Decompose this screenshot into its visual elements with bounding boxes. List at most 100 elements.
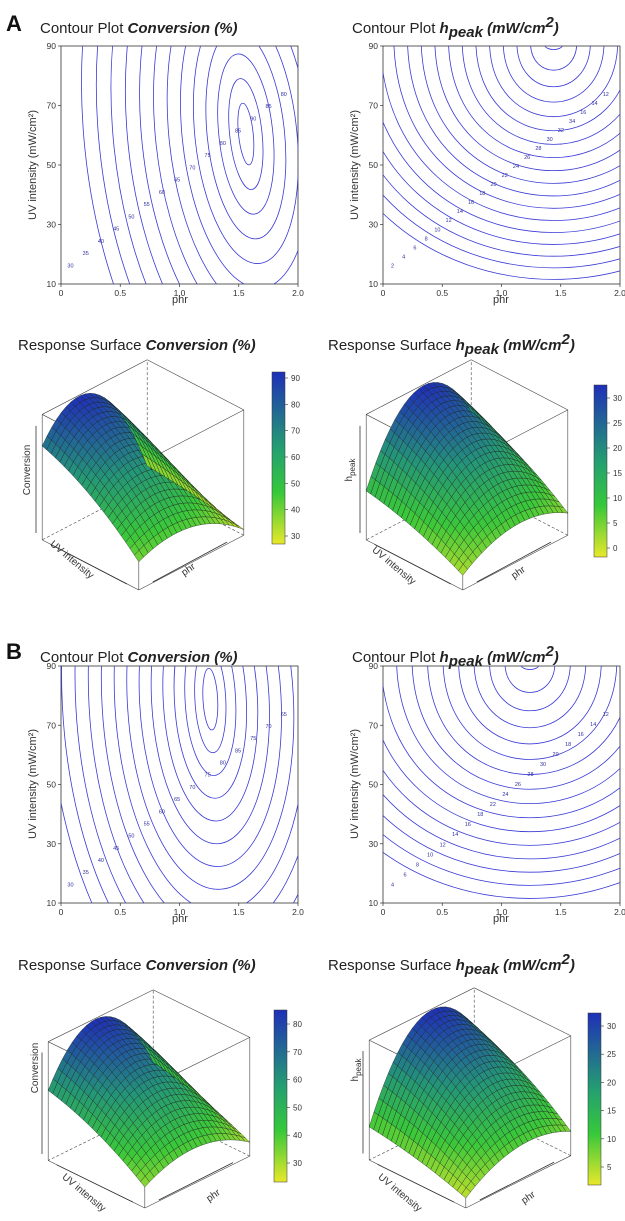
- contour-level-label: 16: [578, 732, 584, 738]
- contour-level-label: 35: [83, 251, 89, 257]
- contour-level-label: 12: [446, 218, 452, 224]
- box-edge: [369, 1107, 475, 1161]
- plot-title: Contour Plot hpeak (mW/cm2): [352, 643, 559, 670]
- contour-level-label: 40: [98, 239, 104, 245]
- contour-level-label: 34: [569, 119, 575, 125]
- x-tick-label: 1.0: [174, 907, 186, 917]
- x-tick-label: 1.0: [174, 288, 186, 298]
- contour-lines: 30 35 40 45 50 55 60 65 70 75 80 85 75 70 65: [61, 666, 298, 903]
- box-edge: [366, 359, 472, 415]
- contour-line: [95, 46, 298, 284]
- contour-line: [407, 46, 620, 197]
- colorbar-tick-label: 60: [291, 453, 300, 462]
- x-tick-label: 1.5: [555, 907, 567, 917]
- response-surface: [362, 987, 572, 1209]
- contour-line: [184, 666, 237, 776]
- panel-letter-a: A: [6, 11, 22, 36]
- box-edge: [369, 987, 475, 1041]
- response-surface: [41, 989, 251, 1209]
- y-tick-label: 70: [369, 720, 379, 730]
- colorbar-tick-label: 25: [613, 419, 622, 428]
- contour-line: [110, 46, 298, 284]
- contour-line: [383, 793, 620, 860]
- contour-level-label: 20: [490, 182, 496, 188]
- axis-arrow: [377, 1164, 454, 1203]
- contour-lines: 30 35 40 45 50 55 60 65 70 75 80 85 90 85 80: [67, 46, 298, 284]
- surface-cell: [466, 403, 476, 415]
- plot-title: Response Surface Conversion (%): [18, 337, 256, 354]
- contour-level-label: 6: [413, 245, 416, 251]
- contour-level-label: 14: [591, 101, 597, 107]
- colorbar-ticks: 30 25 20 15 10 5 0: [607, 394, 622, 553]
- x-tick-label: 0: [59, 288, 64, 298]
- contour-level-label: 45: [113, 846, 119, 852]
- box-edge: [147, 359, 244, 411]
- contour-level-label: 90: [250, 116, 256, 122]
- panel-b-surface-hpeak: Response Surface hpeak (mW/cm2) hpeak UV…: [328, 951, 616, 1214]
- contour-level-label: 30: [547, 137, 553, 143]
- plot-title: Response Surface hpeak (mW/cm2): [328, 331, 575, 358]
- contour-level-label: 14: [452, 832, 458, 838]
- axis-arrow: [56, 1164, 133, 1203]
- x-tick-label: 1.5: [233, 907, 245, 917]
- contour-level-label: 70: [265, 724, 271, 730]
- panel-letter-b: B: [6, 639, 22, 664]
- panel-a-contour-hpeak: Contour Plot hpeak (mW/cm2) 246810121416…: [349, 14, 625, 306]
- colorbar-tick-label: 70: [291, 427, 300, 436]
- colorbar-ticks: 90 80 70 60 50 40 30: [285, 374, 300, 541]
- contour-level-label: 4: [402, 254, 405, 260]
- contour-line: [502, 46, 605, 103]
- y-tick-label: 50: [369, 160, 379, 170]
- colorbar-tick-label: 10: [607, 1135, 616, 1144]
- contour-level-label: 6: [403, 872, 406, 878]
- y-tick-label: 30: [369, 220, 379, 230]
- contour-level-label: 85: [235, 748, 241, 754]
- x-tick-label: 0: [59, 907, 64, 917]
- colorbar-tick-label: 30: [607, 1022, 616, 1031]
- colorbar-tick-label: 40: [293, 1131, 302, 1140]
- colorbar-tick-label: 40: [291, 506, 300, 515]
- contour-level-label: 55: [144, 202, 150, 208]
- colorbar-ticks: 80 70 60 50 40 30: [287, 1020, 302, 1168]
- contour-level-label: 16: [465, 822, 471, 828]
- contour-level-label: 14: [457, 209, 463, 215]
- x-tick-label: 2.0: [292, 288, 304, 298]
- z-axis-label: Conversion: [22, 445, 33, 496]
- y-axis-label: UV intensity (mW/cm²): [27, 110, 39, 220]
- contour-level-label: 18: [565, 742, 571, 748]
- box-edge: [138, 535, 244, 591]
- y-tick-label: 50: [47, 780, 57, 790]
- y-tick-label: 10: [369, 279, 379, 289]
- y-axis-label: UV intensity (mW/cm²): [349, 729, 361, 839]
- contour-line: [124, 46, 298, 284]
- contour-level-label: 12: [603, 92, 609, 98]
- contour-line: [489, 46, 618, 118]
- y-axis-label: UV intensity (mW/cm²): [27, 729, 39, 839]
- contour-level-label: 18: [477, 812, 483, 818]
- surface-cell: [142, 453, 152, 470]
- x-axis-label: phr: [519, 1189, 538, 1207]
- contour-line: [475, 46, 620, 132]
- contour-line: [530, 46, 577, 71]
- panel-a-contour-conversion: Contour Plot Conversion (%) 30 35 40 45 50 55…: [27, 20, 304, 306]
- contour-line: [237, 102, 255, 166]
- contour-level-label: 65: [174, 797, 180, 803]
- contour-line: [544, 46, 563, 50]
- box-edge: [471, 359, 568, 411]
- colorbar-tick-label: 90: [291, 374, 300, 383]
- box-edge: [465, 1155, 571, 1209]
- box-edge: [153, 989, 250, 1038]
- plot-title: Response Surface Conversion (%): [18, 957, 256, 974]
- plot-title: Contour Plot hpeak (mW/cm2): [352, 14, 559, 41]
- response-surface: [359, 359, 569, 591]
- contour-line: [427, 666, 620, 775]
- contour-level-label: 28: [527, 772, 533, 778]
- panel-b-contour-hpeak: Contour Plot hpeak (mW/cm2) 4 6 8 10 12 14 16 1…: [349, 643, 625, 925]
- contour-level-label: 65: [174, 178, 180, 184]
- axis-arrow: [152, 541, 228, 583]
- x-tick-label: 0.5: [436, 907, 448, 917]
- contour-level-label: 70: [189, 785, 195, 791]
- contour-line: [383, 212, 620, 280]
